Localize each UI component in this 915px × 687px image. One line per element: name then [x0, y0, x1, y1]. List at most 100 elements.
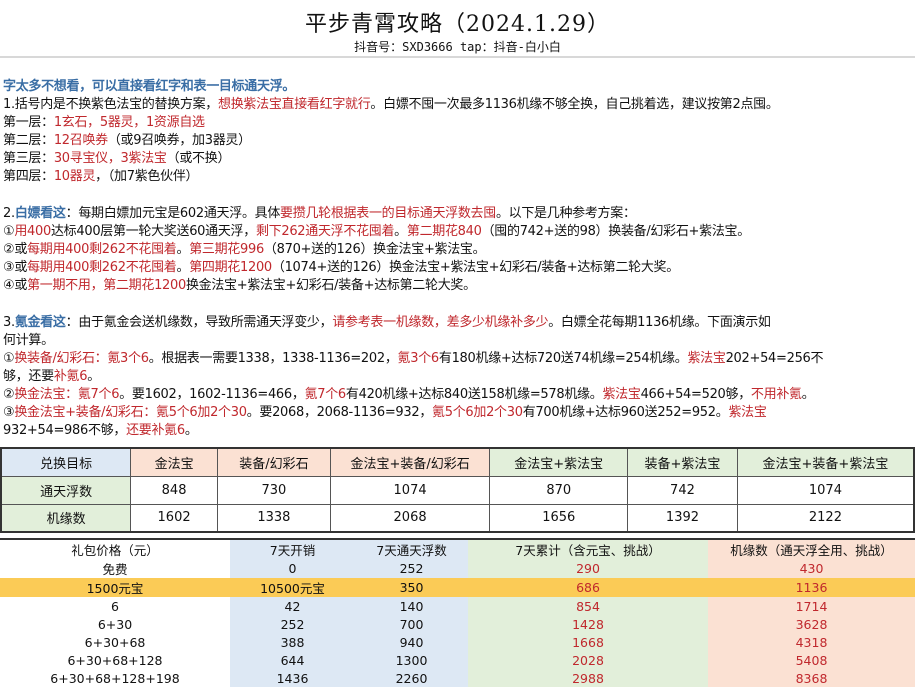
- section-heading: 白嫖看这: [14, 206, 66, 221]
- text-line: 字太多不想看，可以直接看红字和表一目标通天浮。: [3, 78, 913, 96]
- table-cell: 290: [468, 559, 708, 578]
- table-cell: 4318: [708, 633, 915, 651]
- text-segment: 。: [801, 387, 815, 402]
- text-segment: ③: [3, 405, 15, 420]
- table-row: 1500元宝 10500元宝 350 686 1136: [0, 578, 915, 597]
- highlight-text: 30寻宝仪，3紫法宝: [53, 151, 167, 166]
- highlight-text: 要攒几轮根据表一的目标通天浮数去囤: [280, 206, 496, 221]
- text-segment: 够，还要: [3, 369, 54, 384]
- table-cell: 1074: [329, 475, 491, 505]
- table-cell: 1136: [708, 578, 915, 597]
- table-cell: 1392: [627, 503, 738, 533]
- table-cell: 700: [355, 615, 468, 633]
- table-cell: 430: [708, 559, 915, 578]
- text-line: 何计算。: [3, 332, 913, 350]
- highlight-text: 剩下262通天浮不花囤着: [255, 224, 395, 239]
- highlight-text: 氪5个6加2个30: [432, 405, 523, 420]
- highlight-text: 第二期花840: [406, 224, 482, 239]
- text-segment: 932+54=986不够，: [3, 423, 127, 438]
- column-header: 金法宝+紫法宝: [489, 447, 629, 477]
- table-cell: 730: [217, 475, 331, 505]
- text-segment: 何计算。: [3, 333, 54, 348]
- text-segment: ②: [3, 387, 15, 402]
- column-header: 金法宝+装备/幻彩石: [329, 447, 491, 477]
- highlight-text: 10器灵: [53, 169, 96, 184]
- text-segment: （或9召唤券，加3器灵）: [107, 133, 251, 148]
- text-segment: 。以下是几种参考方案：: [495, 206, 636, 221]
- text-segment: ④或: [3, 278, 28, 293]
- table-row: 免费 0 252 290 430: [0, 559, 915, 578]
- table-cell: 6+30: [97, 616, 133, 632]
- text-line: ①换装备/幻彩石：氪3个6。根据表一需要1338，1338-1136=202，氪…: [3, 350, 913, 368]
- text-segment: （囤的742+送的98）换装备/幻彩石+紫法宝。: [481, 224, 751, 239]
- highlight-text: 用400: [14, 224, 51, 239]
- highlight-text: 1玄石，5器灵，1资源自选: [53, 115, 205, 130]
- table-cell: 252: [230, 615, 355, 633]
- table-cell: 6+30+68+128: [67, 652, 163, 668]
- column-header: 金法宝: [130, 447, 218, 477]
- text-segment: 第四层：: [3, 169, 54, 184]
- table-row: 6+30+68+128 644 1300 2028 5408: [0, 651, 915, 669]
- text-segment: 。: [184, 423, 198, 438]
- table-cell: 350: [355, 578, 468, 597]
- section-heading: 氪金看这: [14, 315, 66, 330]
- table-cell: 1074: [736, 475, 915, 505]
- text-line: ①用400达标400层第一轮大奖送60通天浮，剩下262通天浮不花囤着。第二期花…: [3, 223, 913, 241]
- table-cell: 6: [111, 598, 119, 614]
- column-header: 装备/幻彩石: [217, 447, 331, 477]
- column-header: 7天通天浮数: [355, 539, 468, 559]
- column-header: 7天累计（含元宝、挑战）: [468, 539, 708, 559]
- text-segment: 。: [394, 224, 407, 239]
- table-cell: 42: [230, 597, 355, 615]
- text-line: 第四层：10器灵，（加7紫色伙伴）: [3, 168, 913, 186]
- text-line: ③换金法宝+装备/幻彩石：氪5个6加2个30。要2068，2068-1136=9…: [3, 404, 913, 422]
- table-cell: 2122: [736, 503, 915, 533]
- text-segment: （1074+送的126）换金法宝+紫法宝+幻彩石/装备+达标第二轮大奖。: [271, 260, 679, 275]
- text-segment: 3.: [3, 315, 15, 330]
- table-cell: 140: [355, 597, 468, 615]
- table-cell: 1668: [468, 633, 708, 651]
- table-cell: 2260: [355, 669, 468, 687]
- table-cell: 1436: [230, 669, 355, 687]
- highlight-text: 换金法宝：氪7个6: [14, 387, 120, 402]
- highlight-text: 请参考表一机缘数，差多少机缘补多少: [332, 315, 549, 330]
- table-cell: 940: [355, 633, 468, 651]
- table-row: 6+30+68 388 940 1668 4318: [0, 633, 915, 651]
- table-cell: 1714: [708, 597, 915, 615]
- table-row: 机缘数 1602 1338 2068 1656 1392 2122: [0, 503, 915, 533]
- highlight-text: 紫法宝: [728, 405, 767, 420]
- table-row: 通天浮数 848 730 1074 870 742 1074: [0, 475, 915, 505]
- text-line: ②换金法宝：氪7个6。要1602，1602-1136=466，氪7个6有420机…: [3, 386, 913, 404]
- table-cell: 388: [230, 633, 355, 651]
- table-cell: 免费: [102, 562, 128, 577]
- highlight-text: 氪7个6: [304, 387, 347, 402]
- text-line: 第二层：12召唤券（或9召唤券，加3器灵）: [3, 132, 913, 150]
- table-cell: 10500元宝: [230, 578, 355, 597]
- table-cell: 848: [130, 475, 218, 505]
- text-line: ②或每期用400剩262不花囤着。第三期花996（870+送的126）换金法宝+…: [3, 241, 913, 259]
- table-cell: 8368: [708, 669, 915, 687]
- column-header: 礼包价格（元）: [71, 543, 159, 558]
- guide-text: 字太多不想看，可以直接看红字和表一目标通天浮。 1.括号内是不换紫色法宝的替换方案…: [3, 78, 913, 440]
- table-cell: 1338: [217, 503, 331, 533]
- table-cell: 870: [489, 475, 629, 505]
- highlight-text: 还要补氪6: [126, 423, 185, 438]
- text-line: 3.氪金看这：由于氪金会送机缘数，导致所需通天浮变少，请参考表一机缘数，差多少机…: [3, 314, 913, 332]
- highlight-text: 第一期不用，第二期花1200: [27, 278, 186, 293]
- table-row: 6 42 140 854 1714: [0, 597, 915, 615]
- text-segment: 。要1602，1602-1136=466，: [119, 387, 305, 402]
- table-header-row: 兑换目标 金法宝 装备/幻彩石 金法宝+装备/幻彩石 金法宝+紫法宝 装备+紫法宝 金法宝+…: [0, 447, 915, 477]
- table-cell: 6+30+68: [84, 634, 146, 650]
- highlight-text: 第四期花1200: [189, 260, 272, 275]
- column-header: 装备+紫法宝: [627, 447, 738, 477]
- table-cell: 742: [627, 475, 738, 505]
- blank-line: [3, 186, 913, 205]
- text-segment: ，（加7紫色伙伴）: [95, 169, 199, 184]
- table-row: 6+30+68+128+198 1436 2260 2988 8368: [0, 669, 915, 687]
- highlight-text: 不用补氪: [750, 387, 802, 402]
- table-header-row: 礼包价格（元） 7天开销 7天通天浮数 7天累计（含元宝、挑战） 机缘数（通天浮全用、挑…: [0, 539, 915, 559]
- text-segment: 第一层：: [3, 115, 54, 130]
- highlight-text: 紫法宝: [602, 387, 641, 402]
- row-header: 通天浮数: [0, 475, 132, 505]
- table-cell: 1428: [468, 615, 708, 633]
